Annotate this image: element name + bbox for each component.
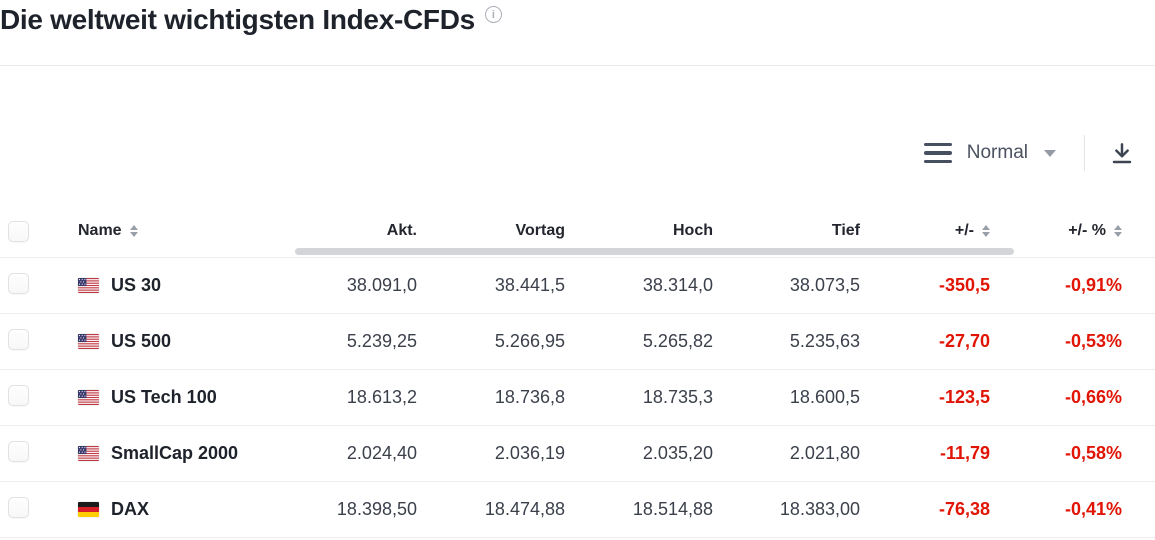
row-checkbox-cell	[0, 496, 68, 523]
list-density-icon	[923, 142, 952, 164]
download-button[interactable]	[1109, 140, 1135, 166]
header-checkbox-cell	[0, 220, 68, 242]
tief-value: 18.383,00	[779, 499, 860, 519]
view-mode-dropdown[interactable]: Normal	[923, 142, 1056, 164]
akt-value: 18.398,50	[336, 499, 417, 519]
us-flag-icon	[78, 390, 99, 405]
column-header-akt[interactable]: Akt.	[295, 222, 417, 240]
view-mode-label: Normal	[966, 142, 1028, 163]
us-flag-icon	[78, 278, 99, 293]
instrument-cell: SmallCap 2000	[68, 443, 295, 464]
column-header-tief[interactable]: Tief	[713, 222, 860, 240]
table-row[interactable]: US 30 38.091,0 38.441,5 38.314,0 38.073,…	[0, 258, 1155, 314]
index-cfds-table: Name Akt. Vortag Hoch Tief +/- +/- %	[0, 205, 1155, 538]
instrument-cell: US 30	[68, 275, 295, 296]
select-all-checkbox[interactable]	[8, 220, 29, 242]
instrument-name[interactable]: SmallCap 2000	[111, 443, 239, 463]
germany-flag-icon	[78, 502, 99, 517]
hoch-value: 2.035,20	[642, 443, 713, 463]
table-row[interactable]: SmallCap 2000 2.024,40 2.036,19 2.035,20…	[0, 426, 1155, 482]
sort-icon	[982, 225, 990, 237]
tief-value: 5.235,63	[789, 331, 860, 351]
toolbar-divider	[1084, 135, 1085, 171]
row-checkbox-cell	[0, 384, 68, 411]
tief-value: 2.021,80	[789, 443, 860, 463]
row-checkbox[interactable]	[8, 272, 29, 294]
row-checkbox[interactable]	[8, 440, 29, 462]
instrument-cell: DAX	[68, 499, 295, 520]
page-title: Die weltweit wichtigsten Index-CFDs	[0, 4, 475, 35]
column-header-change-pct[interactable]: +/- %	[990, 222, 1122, 240]
us-flag-icon	[78, 334, 99, 349]
change-value: -123,5	[938, 387, 990, 407]
column-label-name: Name	[78, 222, 122, 239]
column-label-change-pct: +/- %	[1068, 222, 1106, 239]
tief-value: 18.600,5	[789, 387, 860, 407]
tief-value: 38.073,5	[789, 275, 860, 295]
vortag-value: 18.474,88	[484, 499, 565, 519]
vortag-value: 18.736,8	[494, 387, 565, 407]
hoch-value: 38.314,0	[642, 275, 713, 295]
instrument-name[interactable]: DAX	[111, 499, 150, 519]
hoch-value: 18.735,3	[642, 387, 713, 407]
vortag-value: 2.036,19	[494, 443, 565, 463]
column-label-vortag: Vortag	[515, 222, 565, 239]
title-divider	[0, 65, 1155, 66]
instrument-name[interactable]: US Tech 100	[111, 387, 217, 407]
chevron-down-icon	[1044, 149, 1056, 157]
change-value: -27,70	[938, 331, 990, 351]
row-checkbox-cell	[0, 440, 68, 467]
change-pct-value: -0,41%	[1064, 499, 1122, 519]
change-pct-value: -0,91%	[1064, 275, 1122, 295]
vortag-value: 5.266,95	[494, 331, 565, 351]
download-icon	[1112, 143, 1132, 164]
change-value: -76,38	[938, 499, 990, 519]
change-pct-value: -0,53%	[1064, 331, 1122, 351]
akt-value: 2.024,40	[346, 443, 417, 463]
hoch-value: 5.265,82	[642, 331, 713, 351]
sort-icon	[1114, 225, 1122, 237]
column-header-change[interactable]: +/-	[860, 222, 990, 240]
change-pct-value: -0,66%	[1064, 387, 1122, 407]
row-checkbox[interactable]	[8, 328, 29, 350]
instrument-name[interactable]: US 30	[111, 275, 162, 295]
change-value: -11,79	[939, 443, 990, 463]
column-header-vortag[interactable]: Vortag	[417, 222, 565, 240]
instrument-cell: US 500	[68, 331, 295, 352]
row-checkbox[interactable]	[8, 496, 29, 518]
column-label-change: +/-	[954, 222, 974, 239]
title-row: Die weltweit wichtigsten Index-CFDs i	[0, 2, 502, 38]
instrument-name[interactable]: US 500	[111, 331, 172, 351]
change-value: -350,5	[938, 275, 990, 295]
column-header-hoch[interactable]: Hoch	[565, 222, 713, 240]
column-label-tief: Tief	[831, 222, 860, 239]
row-checkbox-cell	[0, 272, 68, 299]
akt-value: 5.239,25	[346, 331, 417, 351]
table-header-row: Name Akt. Vortag Hoch Tief +/- +/- %	[0, 205, 1155, 258]
table-row[interactable]: US 500 5.239,25 5.266,95 5.265,82 5.235,…	[0, 314, 1155, 370]
column-label-hoch: Hoch	[673, 222, 713, 239]
sort-icon	[129, 225, 138, 237]
table-row[interactable]: DAX 18.398,50 18.474,88 18.514,88 18.383…	[0, 482, 1155, 538]
vortag-value: 38.441,5	[494, 275, 565, 295]
akt-value: 18.613,2	[346, 387, 417, 407]
table-row[interactable]: US Tech 100 18.613,2 18.736,8 18.735,3 1…	[0, 370, 1155, 426]
table-toolbar: Normal	[923, 133, 1135, 173]
us-flag-icon	[78, 446, 99, 461]
instrument-cell: US Tech 100	[68, 387, 295, 408]
change-pct-value: -0,58%	[1064, 443, 1122, 463]
akt-value: 38.091,0	[346, 275, 417, 295]
table-body: US 30 38.091,0 38.441,5 38.314,0 38.073,…	[0, 258, 1155, 538]
row-checkbox[interactable]	[8, 384, 29, 406]
column-header-name[interactable]: Name	[68, 222, 295, 240]
row-checkbox-cell	[0, 328, 68, 355]
horizontal-scrollbar-thumb[interactable]	[295, 248, 1014, 255]
hoch-value: 18.514,88	[632, 499, 713, 519]
info-icon[interactable]: i	[484, 6, 502, 23]
column-label-akt: Akt.	[386, 222, 417, 239]
